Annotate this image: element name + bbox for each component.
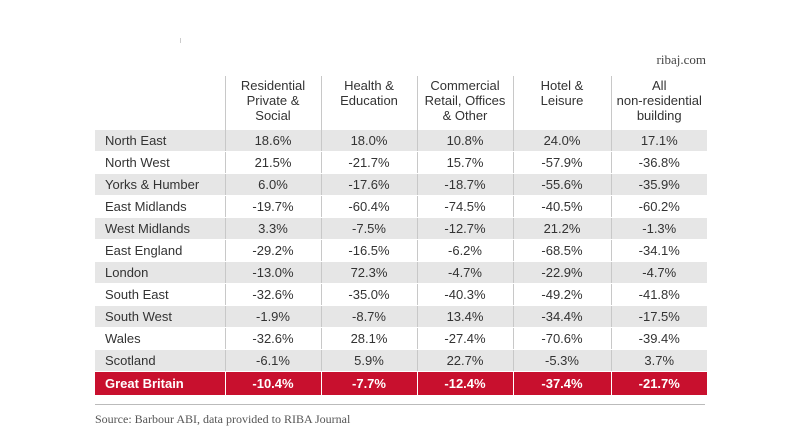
total-region-label: Great Britain <box>95 371 225 396</box>
table-cell: -29.2% <box>224 239 321 262</box>
table-cell: -32.6% <box>224 327 321 350</box>
table-cell: -36.8% <box>610 151 707 174</box>
divider <box>95 404 705 405</box>
total-row: Great Britain -10.4% -7.7% -12.4% -37.4%… <box>95 371 707 396</box>
total-cell: -21.7% <box>610 371 707 396</box>
region-label: East England <box>95 239 225 262</box>
table-cell: -6.2% <box>416 239 513 262</box>
header-hotel-leisure: Hotel & Leisure <box>512 76 611 130</box>
table-cell: 3.7% <box>610 349 707 372</box>
region-label: Scotland <box>95 349 225 372</box>
table-row: North East 18.6% 18.0% 10.8% 24.0% 17.1% <box>95 130 707 152</box>
region-label: South West <box>95 305 225 328</box>
table-cell: -34.1% <box>610 239 707 262</box>
header-commercial: Commercial Retail, Offices & Other <box>416 76 513 130</box>
source-note: Source: Barbour ABI, data provided to RI… <box>95 412 351 426</box>
table-row: East Midlands -19.7% -60.4% -74.5% -40.5… <box>95 195 707 218</box>
header-all-non-residential: All non-residential building <box>610 76 707 130</box>
table-row: South West -1.9% -8.7% 13.4% -34.4% -17.… <box>95 305 707 328</box>
region-label: North East <box>95 130 225 152</box>
table-cell: -16.5% <box>320 239 417 262</box>
total-cell: -10.4% <box>224 371 321 396</box>
table-cell: -40.5% <box>512 195 611 218</box>
table-cell: -70.6% <box>512 327 611 350</box>
table-cell: -5.3% <box>512 349 611 372</box>
header-residential: Residential Private & Social <box>224 76 321 130</box>
table-cell: -1.3% <box>610 217 707 240</box>
table-row: Yorks & Humber 6.0% -17.6% -18.7% -55.6%… <box>95 173 707 196</box>
table-cell: 17.1% <box>610 130 707 152</box>
table-cell: -35.9% <box>610 173 707 196</box>
table-cell: 18.0% <box>320 130 417 152</box>
table-cell: -27.4% <box>416 327 513 350</box>
table-cell: 28.1% <box>320 327 417 350</box>
table-cell: -55.6% <box>512 173 611 196</box>
table-cell: -41.8% <box>610 283 707 306</box>
region-label: London <box>95 261 225 284</box>
region-label: Wales <box>95 327 225 350</box>
table-cell: -49.2% <box>512 283 611 306</box>
region-label: East Midlands <box>95 195 225 218</box>
table-cell: -35.0% <box>320 283 417 306</box>
table-cell: -40.3% <box>416 283 513 306</box>
table-cell: 22.7% <box>416 349 513 372</box>
table-cell: -60.4% <box>320 195 417 218</box>
header-health-education: Health & Education <box>320 76 417 130</box>
table-cell: -7.5% <box>320 217 417 240</box>
table-cell: 21.2% <box>512 217 611 240</box>
table-row: West Midlands 3.3% -7.5% -12.7% 21.2% -1… <box>95 217 707 240</box>
site-credit: ribaj.com <box>656 52 706 67</box>
table-cell: 10.8% <box>416 130 513 152</box>
total-cell: -12.4% <box>416 371 513 396</box>
table-cell: 6.0% <box>224 173 321 196</box>
table-cell: -22.9% <box>512 261 611 284</box>
region-label: North West <box>95 151 225 174</box>
table-row: London -13.0% 72.3% -4.7% -22.9% -4.7% <box>95 261 707 284</box>
table-cell: -18.7% <box>416 173 513 196</box>
table-cell: -17.5% <box>610 305 707 328</box>
table-cell: -68.5% <box>512 239 611 262</box>
tick-mark <box>180 38 181 43</box>
table-cell: 13.4% <box>416 305 513 328</box>
table-cell: -57.9% <box>512 151 611 174</box>
table-cell: -1.9% <box>224 305 321 328</box>
table-cell: 24.0% <box>512 130 611 152</box>
table-cell: 72.3% <box>320 261 417 284</box>
total-cell: -7.7% <box>320 371 417 396</box>
table-cell: -60.2% <box>610 195 707 218</box>
region-label: Yorks & Humber <box>95 173 225 196</box>
table-cell: 18.6% <box>224 130 321 152</box>
table-cell: -4.7% <box>610 261 707 284</box>
table-cell: -34.4% <box>512 305 611 328</box>
table-cell: -8.7% <box>320 305 417 328</box>
table-cell: -4.7% <box>416 261 513 284</box>
table-cell: -39.4% <box>610 327 707 350</box>
table-row: North West 21.5% -21.7% 15.7% -57.9% -36… <box>95 151 707 174</box>
total-cell: -37.4% <box>512 371 611 396</box>
table-cell: 15.7% <box>416 151 513 174</box>
table-row: South East -32.6% -35.0% -40.3% -49.2% -… <box>95 283 707 306</box>
table-cell: -19.7% <box>224 195 321 218</box>
table-cell: 5.9% <box>320 349 417 372</box>
table-cell: -17.6% <box>320 173 417 196</box>
table-cell: 3.3% <box>224 217 321 240</box>
table-cell: 21.5% <box>224 151 321 174</box>
data-table: Residential Private & Social Health & Ed… <box>95 76 707 396</box>
table-row: Scotland -6.1% 5.9% 22.7% -5.3% 3.7% <box>95 349 707 372</box>
table-cell: -21.7% <box>320 151 417 174</box>
region-label: West Midlands <box>95 217 225 240</box>
header-row: Residential Private & Social Health & Ed… <box>95 76 707 130</box>
table-cell: -6.1% <box>224 349 321 372</box>
table-row: Wales -32.6% 28.1% -27.4% -70.6% -39.4% <box>95 327 707 350</box>
table-row: East England -29.2% -16.5% -6.2% -68.5% … <box>95 239 707 262</box>
table-cell: -74.5% <box>416 195 513 218</box>
table-cell: -12.7% <box>416 217 513 240</box>
region-label: South East <box>95 283 225 306</box>
table-cell: -32.6% <box>224 283 321 306</box>
header-empty <box>95 76 225 130</box>
table-cell: -13.0% <box>224 261 321 284</box>
